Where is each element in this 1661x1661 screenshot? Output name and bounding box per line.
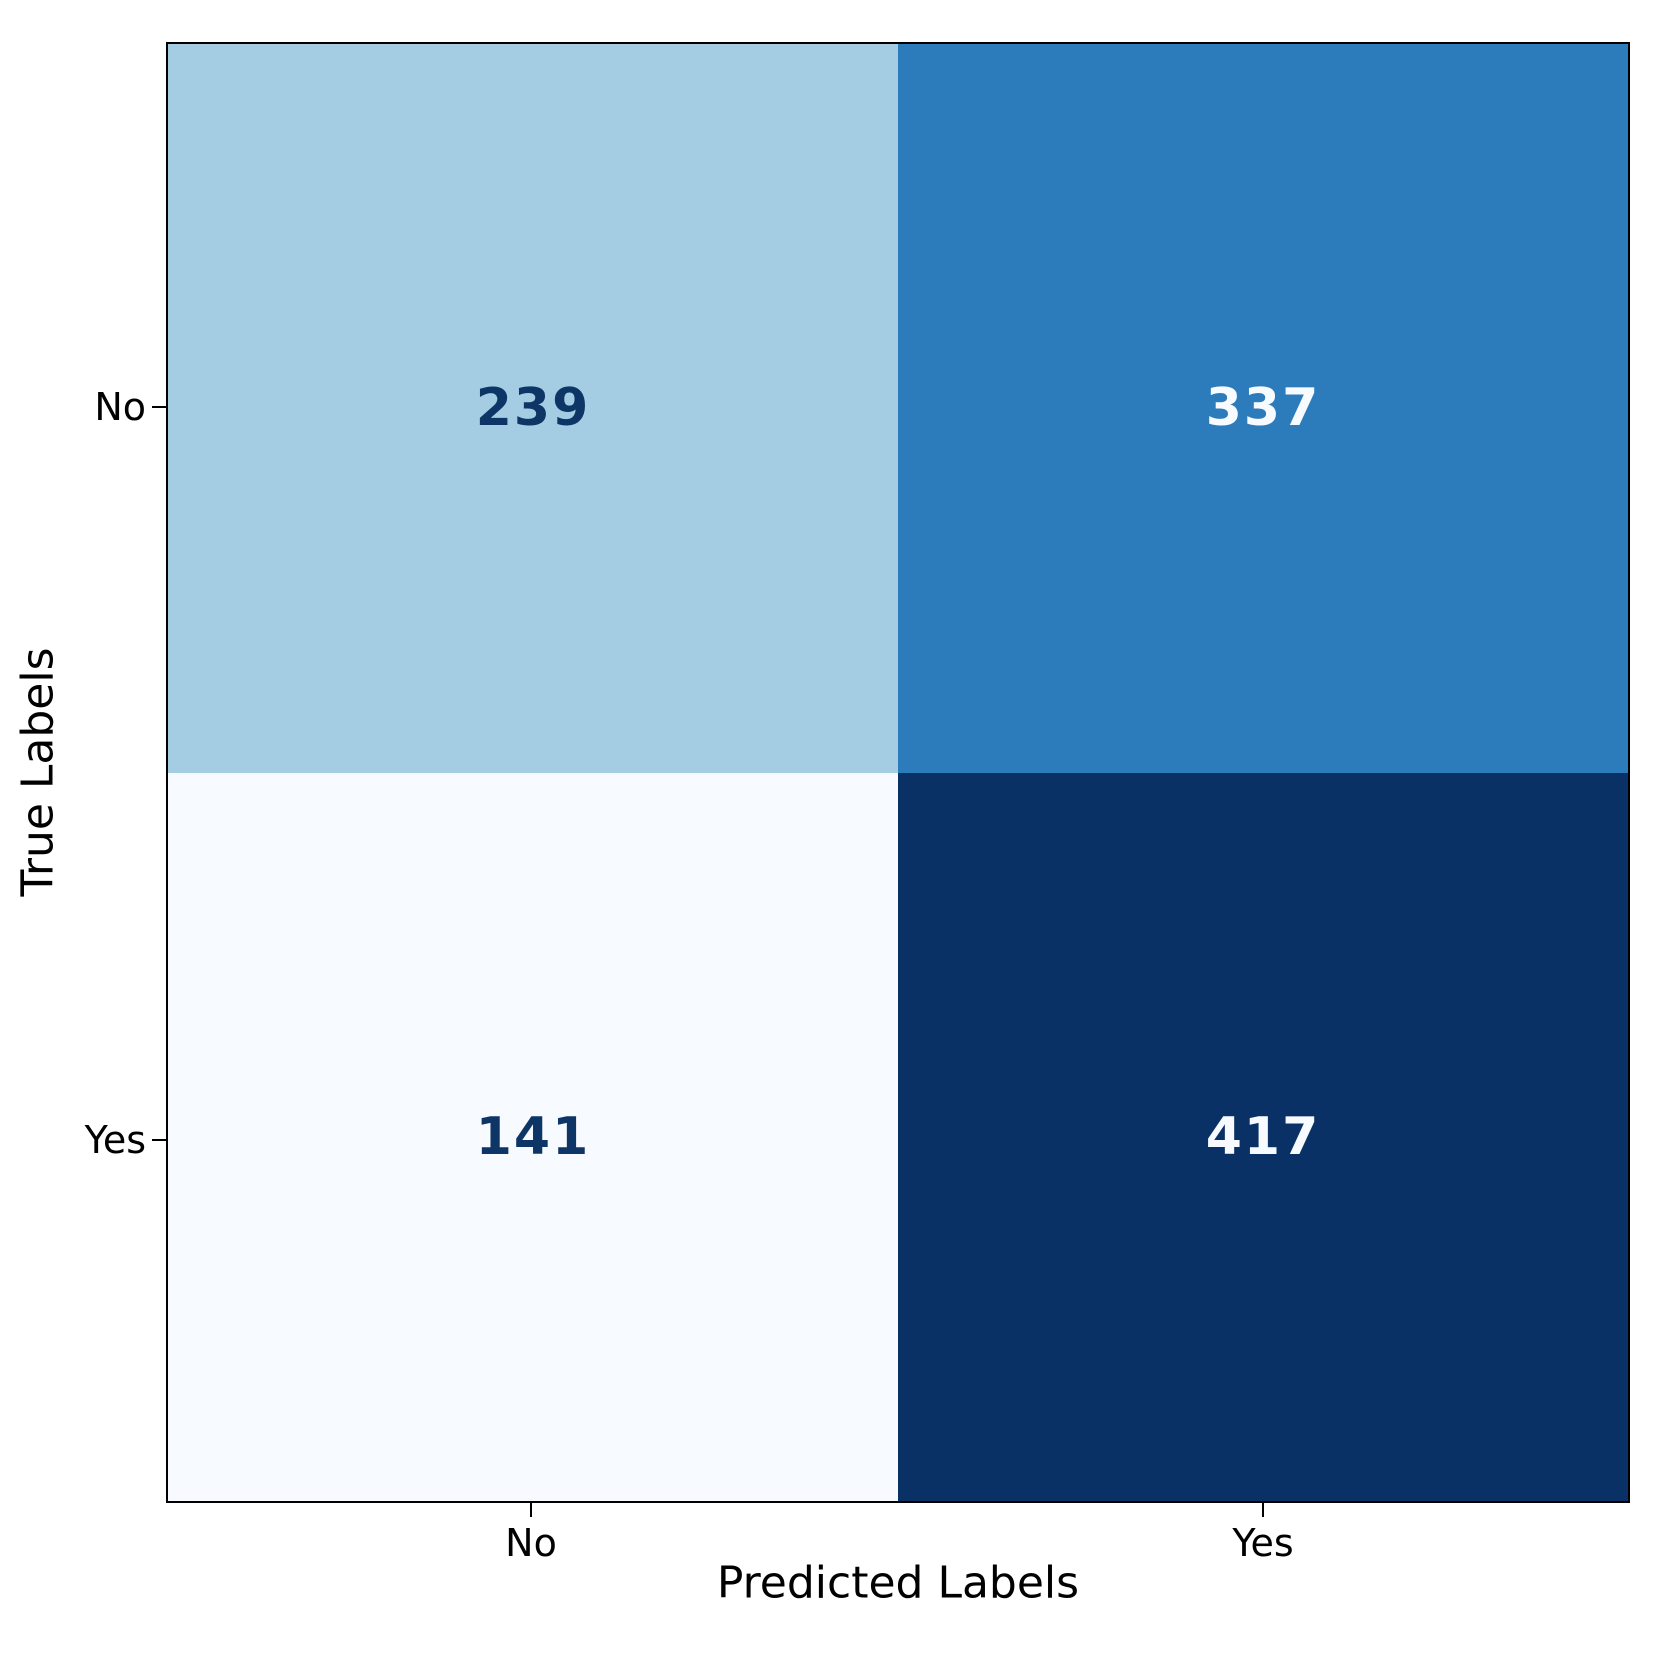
cell-true-yes-pred-no: 141 bbox=[168, 772, 898, 1501]
cell-value-true-yes-pred-no: 141 bbox=[475, 1106, 591, 1167]
heatmap-plot-area: 239 337 141 417 bbox=[166, 42, 1630, 1503]
x-axis-tick-no bbox=[530, 1503, 532, 1517]
x-axis-tick-yes bbox=[1262, 1503, 1264, 1517]
cell-true-no-pred-yes: 337 bbox=[898, 44, 1628, 773]
y-tick-label-yes: Yes bbox=[84, 1118, 146, 1162]
cell-true-yes-pred-yes: 417 bbox=[898, 772, 1628, 1501]
cell-value-true-no-pred-yes: 337 bbox=[1205, 378, 1321, 439]
x-axis-label: Predicted Labels bbox=[716, 1557, 1080, 1609]
cell-value-true-no-pred-no: 239 bbox=[475, 378, 591, 439]
x-tick-label-no: No bbox=[505, 1521, 557, 1565]
x-tick-label-yes: Yes bbox=[1232, 1521, 1294, 1565]
y-axis-tick-yes bbox=[152, 1139, 166, 1141]
y-axis-tick-no bbox=[152, 406, 166, 408]
cell-value-true-yes-pred-yes: 417 bbox=[1205, 1106, 1321, 1167]
y-tick-label-no: No bbox=[94, 385, 146, 429]
cell-true-no-pred-no: 239 bbox=[168, 44, 898, 773]
y-axis-label: True Labels bbox=[12, 647, 64, 897]
